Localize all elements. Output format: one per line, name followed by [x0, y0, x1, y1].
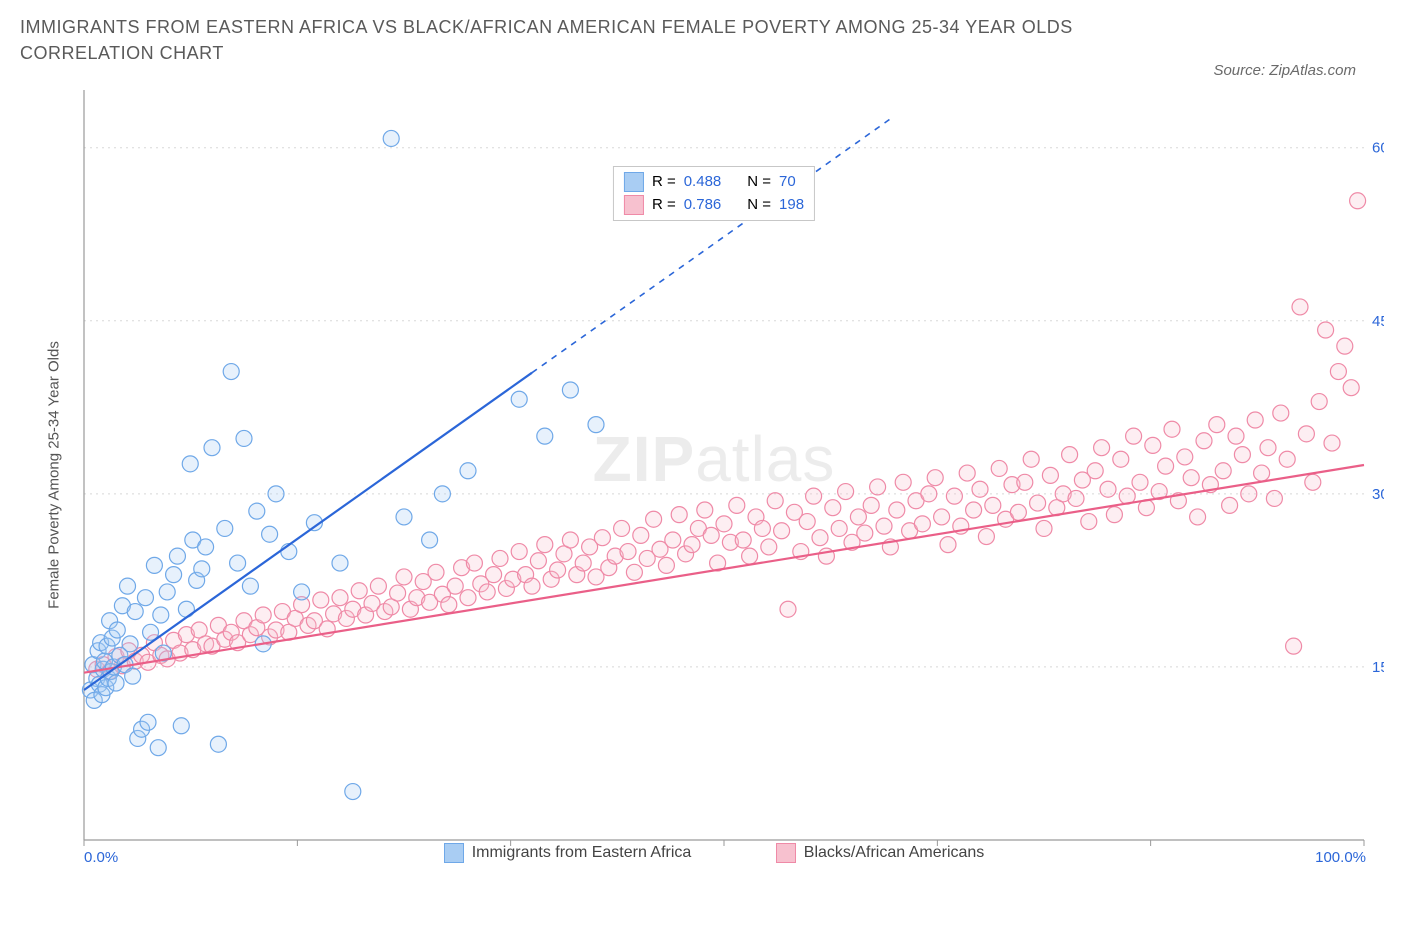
n-label: N =	[747, 171, 771, 194]
legend-series: Immigrants from Eastern Africa Blacks/Af…	[44, 843, 1384, 868]
svg-text:30.0%: 30.0%	[1372, 486, 1384, 503]
r-value-blue: 0.488	[684, 171, 722, 194]
r-label: R =	[652, 194, 676, 217]
swatch-pink	[776, 843, 796, 863]
legend-item-pink: Blacks/African Americans	[776, 843, 985, 863]
chart-title: IMMIGRANTS FROM EASTERN AFRICA VS BLACK/…	[20, 14, 1120, 66]
svg-text:60.0%: 60.0%	[1372, 140, 1384, 157]
svg-text:15.0%: 15.0%	[1372, 659, 1384, 676]
n-value-pink: 198	[779, 194, 804, 217]
swatch-pink	[624, 195, 644, 215]
legend-correlation-box: R = 0.488 N = 70 R = 0.786 N = 198	[613, 166, 815, 221]
y-axis-label: Female Poverty Among 25-34 Year Olds	[46, 341, 63, 609]
legend-label-pink: Blacks/African Americans	[804, 844, 985, 862]
swatch-blue	[444, 843, 464, 863]
legend-row-pink: R = 0.786 N = 198	[624, 194, 804, 217]
svg-text:45.0%: 45.0%	[1372, 313, 1384, 330]
swatch-blue	[624, 172, 644, 192]
plot-area: Female Poverty Among 25-34 Year Olds ZIP…	[44, 80, 1384, 870]
source-label: Source: ZipAtlas.com	[1213, 62, 1356, 79]
legend-row-blue: R = 0.488 N = 70	[624, 171, 804, 194]
n-label: N =	[747, 194, 771, 217]
r-value-pink: 0.786	[684, 194, 722, 217]
r-label: R =	[652, 171, 676, 194]
legend-item-blue: Immigrants from Eastern Africa	[444, 843, 692, 863]
n-value-blue: 70	[779, 171, 796, 194]
legend-label-blue: Immigrants from Eastern Africa	[472, 844, 692, 862]
